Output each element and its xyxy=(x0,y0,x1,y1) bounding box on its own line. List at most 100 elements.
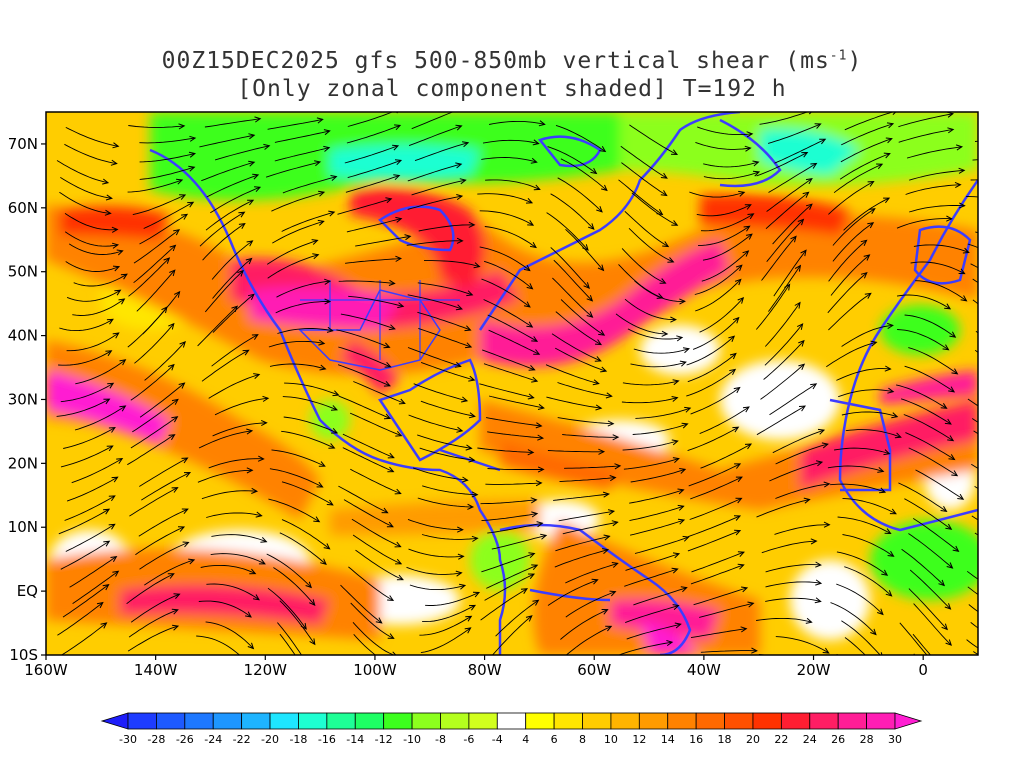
streamline xyxy=(59,318,114,332)
colorbar-label: 20 xyxy=(746,733,760,746)
streamline xyxy=(417,311,471,331)
streamline-arrow xyxy=(952,545,960,553)
streamline xyxy=(408,414,463,432)
streamline xyxy=(281,519,330,550)
streamline-arrow xyxy=(677,504,685,511)
streamline xyxy=(618,179,663,215)
streamline xyxy=(199,134,255,148)
streamline xyxy=(974,486,978,490)
streamline-arrow xyxy=(326,326,334,333)
streamline xyxy=(698,225,750,246)
streamline xyxy=(65,261,120,272)
streamline-arrow xyxy=(586,295,594,302)
colorbar-label: -20 xyxy=(261,733,279,746)
streamline xyxy=(56,398,110,417)
streamline-arrow xyxy=(171,608,179,615)
streamline-arrow xyxy=(386,521,394,528)
streamline-arrow xyxy=(392,651,397,655)
streamline xyxy=(622,440,678,451)
streamline-arrow xyxy=(805,617,813,624)
streamline-arrow xyxy=(729,352,737,360)
streamline xyxy=(560,299,605,336)
streamline-arrow xyxy=(112,570,120,577)
streamline xyxy=(420,627,471,654)
streamline-arrow xyxy=(733,386,741,394)
colorbar-box xyxy=(724,712,754,730)
streamline xyxy=(64,495,116,521)
streamline xyxy=(624,298,676,321)
colorbar-box xyxy=(383,712,413,730)
streamline xyxy=(282,396,338,411)
streamline xyxy=(973,651,978,655)
streamline xyxy=(967,243,978,249)
streamline-arrow xyxy=(960,295,968,302)
streamline xyxy=(972,299,978,305)
streamline-arrow xyxy=(744,145,752,152)
streamline xyxy=(143,201,194,229)
streamline-arrow xyxy=(396,574,404,581)
streamline xyxy=(485,179,540,190)
streamline-arrow xyxy=(456,237,464,244)
streamline xyxy=(407,195,463,210)
streamline xyxy=(828,239,867,282)
streamline-arrow xyxy=(671,396,679,402)
streamline-arrow xyxy=(309,694,315,700)
streamline xyxy=(58,350,112,366)
streamline-arrow xyxy=(1019,506,1024,511)
streamline-arrow xyxy=(728,335,736,342)
streamline-arrow xyxy=(1020,552,1024,557)
streamline xyxy=(353,633,377,655)
streamline xyxy=(58,508,110,535)
streamline xyxy=(562,521,618,535)
streamline-arrow xyxy=(465,444,473,451)
streamline-arrow xyxy=(1014,360,1020,365)
streamline xyxy=(418,327,472,348)
streamline-arrow xyxy=(679,298,686,305)
streamline xyxy=(966,196,978,198)
streamline-arrow xyxy=(591,578,599,585)
streamline-arrow xyxy=(161,306,168,314)
streamline-arrow xyxy=(525,197,534,204)
streamline xyxy=(66,289,121,302)
streamline xyxy=(690,476,743,500)
streamline xyxy=(832,222,874,262)
streamline xyxy=(212,422,267,437)
streamline xyxy=(690,564,744,585)
colorbar-box xyxy=(411,712,441,730)
streamline-arrow xyxy=(1011,593,1017,598)
streamline-arrow xyxy=(598,329,606,336)
streamline-arrow xyxy=(172,624,180,631)
streamline-arrow xyxy=(311,239,319,245)
streamline-arrow xyxy=(737,551,745,557)
streamline xyxy=(204,270,244,313)
streamline-arrow xyxy=(383,413,392,420)
streamline-arrow xyxy=(945,639,953,646)
streamline xyxy=(139,382,185,418)
streamline xyxy=(129,487,178,517)
streamline xyxy=(72,298,125,316)
colorbar-box xyxy=(809,712,839,730)
streamline-arrow xyxy=(684,406,692,413)
streamline xyxy=(977,501,978,503)
streamline xyxy=(766,219,804,262)
streamline-arrow xyxy=(249,568,257,575)
streamline-arrow xyxy=(797,218,805,226)
streamline xyxy=(422,604,476,623)
streamline xyxy=(136,269,176,312)
streamline xyxy=(552,277,593,318)
streamline-arrow xyxy=(868,208,876,215)
streamline-arrow xyxy=(395,558,403,565)
streamline-arrow xyxy=(523,264,531,272)
streamline xyxy=(560,158,608,191)
streamline xyxy=(65,126,119,147)
streamline xyxy=(406,240,463,246)
streamline xyxy=(912,518,959,552)
streamline xyxy=(60,382,114,403)
streamline xyxy=(422,485,478,496)
streamline xyxy=(966,570,978,580)
streamline-arrow xyxy=(404,234,412,241)
streamline-arrow xyxy=(319,364,327,371)
streamline-arrow xyxy=(240,680,246,686)
streamline xyxy=(127,434,175,466)
streamline xyxy=(690,387,740,415)
